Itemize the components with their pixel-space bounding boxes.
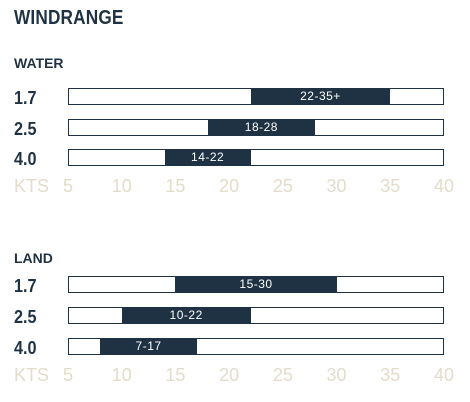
axis-tick-label: 40	[433, 176, 455, 196]
range-bar: 10-22	[121, 307, 251, 324]
axis-unit-label: KTS	[14, 176, 50, 196]
section-label-water: WATER	[14, 55, 64, 71]
range-track: 22-35+	[68, 88, 444, 105]
axis-tick-label: 40	[433, 365, 455, 385]
range-bar: 14-22	[164, 149, 251, 166]
axis-tick-label: 35	[380, 176, 401, 196]
range-bar: 7-17	[100, 338, 197, 355]
axis-tick-label: 30	[326, 365, 347, 385]
axis-tick-label: 35	[380, 365, 401, 385]
axis-tick-label: 25	[272, 365, 293, 385]
range-track: 7-17	[68, 338, 444, 355]
range-track: 18-28	[68, 119, 444, 136]
range-bar: 22-35+	[250, 88, 391, 105]
row-label: 2.5	[14, 119, 37, 139]
axis-tick-label: 15	[165, 365, 186, 385]
row-label: 1.7	[14, 88, 37, 108]
axis-water: KTS 5 10 15 20 25 30 35 40	[0, 176, 470, 198]
axis-tick-label: 20	[219, 176, 240, 196]
axis-tick-label: 15	[165, 176, 186, 196]
row-label: 2.5	[14, 307, 37, 327]
axis-tick-label: 5	[62, 176, 74, 196]
axis-tick-label: 30	[326, 176, 347, 196]
row-label: 4.0	[14, 149, 37, 169]
axis-tick-label: 25	[272, 176, 293, 196]
row-label: 4.0	[14, 338, 37, 358]
axis-unit-label: KTS	[14, 365, 50, 385]
page-title: WINDRANGE	[14, 7, 124, 29]
range-track: 10-22	[68, 307, 444, 324]
range-bar: 15-30	[175, 276, 337, 293]
range-track: 15-30	[68, 276, 444, 293]
row-label: 1.7	[14, 276, 37, 296]
axis-land: KTS 5 10 15 20 25 30 35 40	[0, 365, 470, 387]
range-bar: 18-28	[207, 119, 316, 136]
axis-tick-label: 20	[219, 365, 240, 385]
axis-tick-label: 10	[111, 365, 132, 385]
section-label-land: LAND	[14, 250, 53, 266]
range-track: 14-22	[68, 149, 444, 166]
axis-tick-label: 10	[111, 176, 132, 196]
axis-tick-label: 5	[62, 365, 74, 385]
